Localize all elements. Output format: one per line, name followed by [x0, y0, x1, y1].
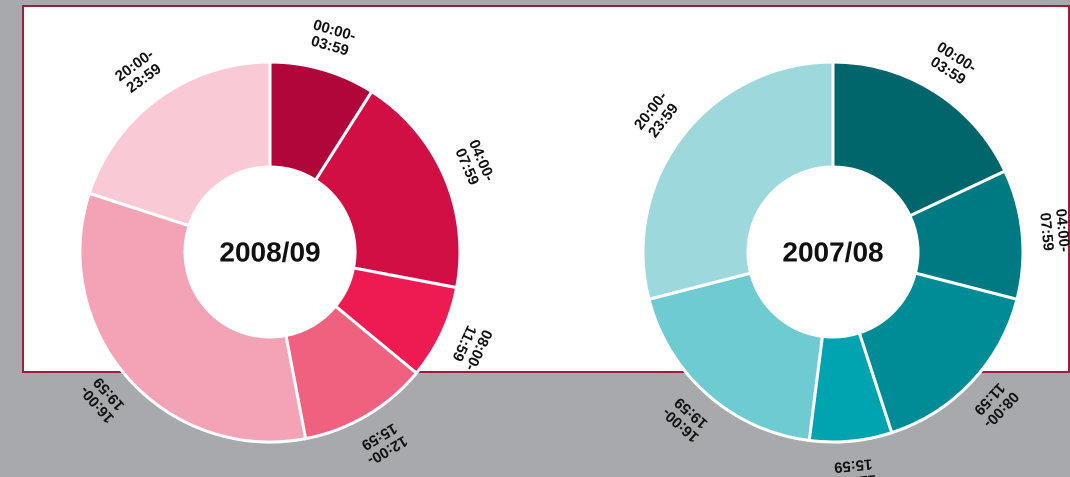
donut-segment [313, 89, 462, 290]
donut-segment [831, 60, 1007, 218]
donut-segment [647, 271, 825, 443]
donut-segment [641, 60, 835, 302]
center-label: 2008/09 [219, 236, 320, 267]
segment-label: 04:00-07:59 [1036, 208, 1070, 254]
center-label: 2007/08 [782, 236, 883, 267]
segment-label: 12:00-15:59 [831, 455, 877, 477]
donut-segment [87, 60, 272, 228]
donut-segment [857, 271, 1019, 435]
donut-segment [78, 191, 308, 444]
